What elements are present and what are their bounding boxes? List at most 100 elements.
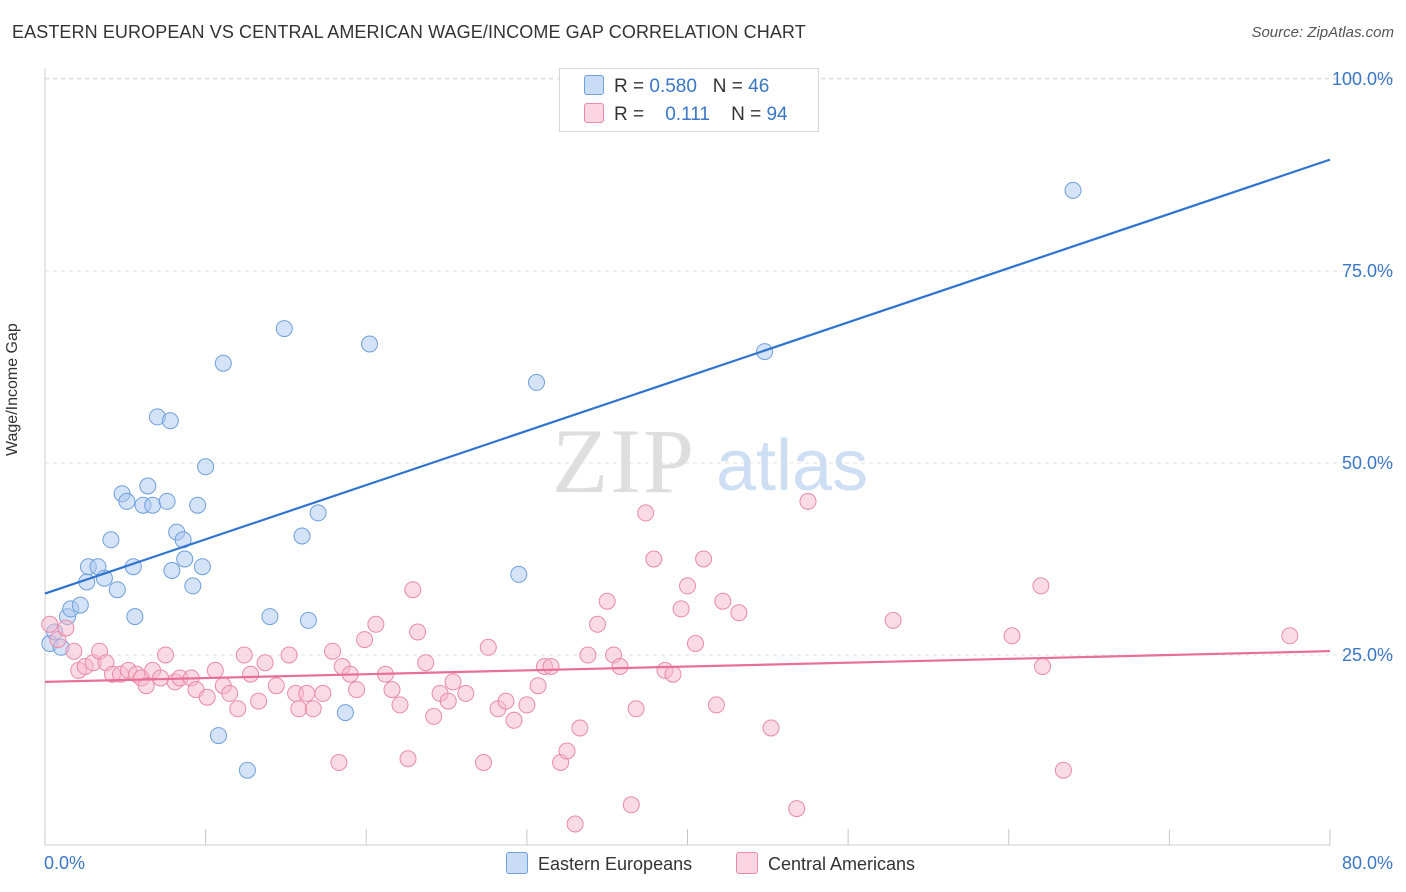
data-point <box>1034 658 1051 675</box>
data-point <box>221 684 239 702</box>
data-point <box>184 577 202 595</box>
data-point <box>250 692 268 710</box>
data-point <box>126 608 144 626</box>
data-point <box>664 665 682 683</box>
r-value: 0.580 <box>649 76 697 97</box>
data-point <box>1281 627 1299 645</box>
data-point <box>102 531 120 549</box>
data-point <box>256 654 274 672</box>
tick-labels: 25.0% 50.0% 75.0% 100.0% 0.0% 80.0% <box>44 69 1393 873</box>
data-point <box>193 558 211 576</box>
y-tick-label: 100.0% <box>1332 69 1393 89</box>
series-central-americans <box>41 492 1299 833</box>
legend-item-central-americans: Central Americans <box>736 852 915 875</box>
legend-label: Central Americans <box>768 854 916 874</box>
data-point <box>299 611 317 629</box>
data-point <box>497 692 515 710</box>
y-tick-label: 25.0% <box>1342 645 1393 665</box>
data-point <box>417 654 435 672</box>
data-point <box>41 615 59 633</box>
data-point <box>611 658 629 675</box>
data-point <box>65 642 83 660</box>
y-axis-label: Wage/Income Gap <box>4 323 21 456</box>
data-point <box>293 527 311 545</box>
trend-line <box>44 158 1331 595</box>
data-point <box>1054 761 1072 779</box>
data-point <box>1032 577 1050 595</box>
data-point <box>163 562 181 579</box>
data-point <box>542 658 560 675</box>
data-point <box>566 815 584 833</box>
data-point <box>528 373 545 391</box>
data-point <box>672 600 690 618</box>
n-label: N = <box>712 76 743 97</box>
data-point <box>884 611 902 629</box>
data-point <box>324 642 341 660</box>
stats-legend: R = 0.580 N = 46 R = 0.111 N = 94 <box>559 68 819 132</box>
legend-swatch-blue <box>584 75 604 95</box>
n-value: 46 <box>748 76 770 97</box>
watermark-atlas: atlas <box>716 426 868 506</box>
data-point <box>267 677 285 695</box>
data-point <box>598 592 616 610</box>
trend-line <box>44 650 1331 683</box>
data-point <box>1003 627 1021 645</box>
data-point <box>356 631 374 649</box>
data-point <box>579 646 597 664</box>
data-point <box>137 677 155 695</box>
data-point <box>161 412 179 430</box>
data-point <box>404 581 422 599</box>
data-point <box>799 492 817 510</box>
axes <box>44 68 1331 846</box>
data-point <box>571 719 589 737</box>
data-point <box>229 700 247 718</box>
n-label: N = <box>731 104 762 125</box>
data-point <box>198 688 216 706</box>
data-point <box>214 354 232 372</box>
data-point <box>444 673 462 691</box>
data-point <box>409 623 427 641</box>
data-point <box>280 646 298 664</box>
data-point <box>529 677 547 695</box>
x-tick-label: 0.0% <box>44 853 85 873</box>
data-point <box>330 754 348 771</box>
data-point <box>399 750 417 768</box>
data-point <box>383 681 401 699</box>
data-point <box>1064 181 1082 199</box>
data-point <box>238 761 256 779</box>
y-tick-label: 75.0% <box>1342 261 1393 281</box>
data-point <box>645 550 663 568</box>
legend-swatch-pink <box>584 103 604 123</box>
data-point <box>518 696 536 714</box>
data-point <box>314 684 332 702</box>
data-point <box>348 681 366 699</box>
data-point <box>197 458 215 476</box>
data-point <box>189 496 207 514</box>
data-point <box>622 796 640 814</box>
data-point <box>788 800 806 818</box>
r-label: R = <box>614 76 645 97</box>
data-point <box>57 619 75 637</box>
y-tick-label: 50.0% <box>1342 453 1393 473</box>
data-point <box>144 496 162 514</box>
r-label: R = <box>614 104 645 125</box>
data-point <box>157 646 174 664</box>
data-point <box>206 661 224 679</box>
data-point <box>679 577 696 595</box>
data-point <box>510 565 528 583</box>
data-point <box>391 696 409 714</box>
chart-title: EASTERN EUROPEAN VS CENTRAL AMERICAN WAG… <box>12 22 806 42</box>
data-point <box>730 604 748 622</box>
data-point <box>176 550 194 568</box>
data-point <box>304 700 322 718</box>
legend-item-eastern-europeans: Eastern Europeans <box>506 852 692 875</box>
source-label: Source: ZipAtlas.com <box>1251 24 1394 41</box>
data-point <box>762 719 780 737</box>
data-point <box>290 700 308 718</box>
data-point <box>439 692 457 710</box>
data-point <box>637 504 655 522</box>
data-point <box>309 504 327 522</box>
data-point <box>505 711 523 729</box>
stats-legend-row-central: R = 0.111 N = 94 <box>584 103 788 126</box>
